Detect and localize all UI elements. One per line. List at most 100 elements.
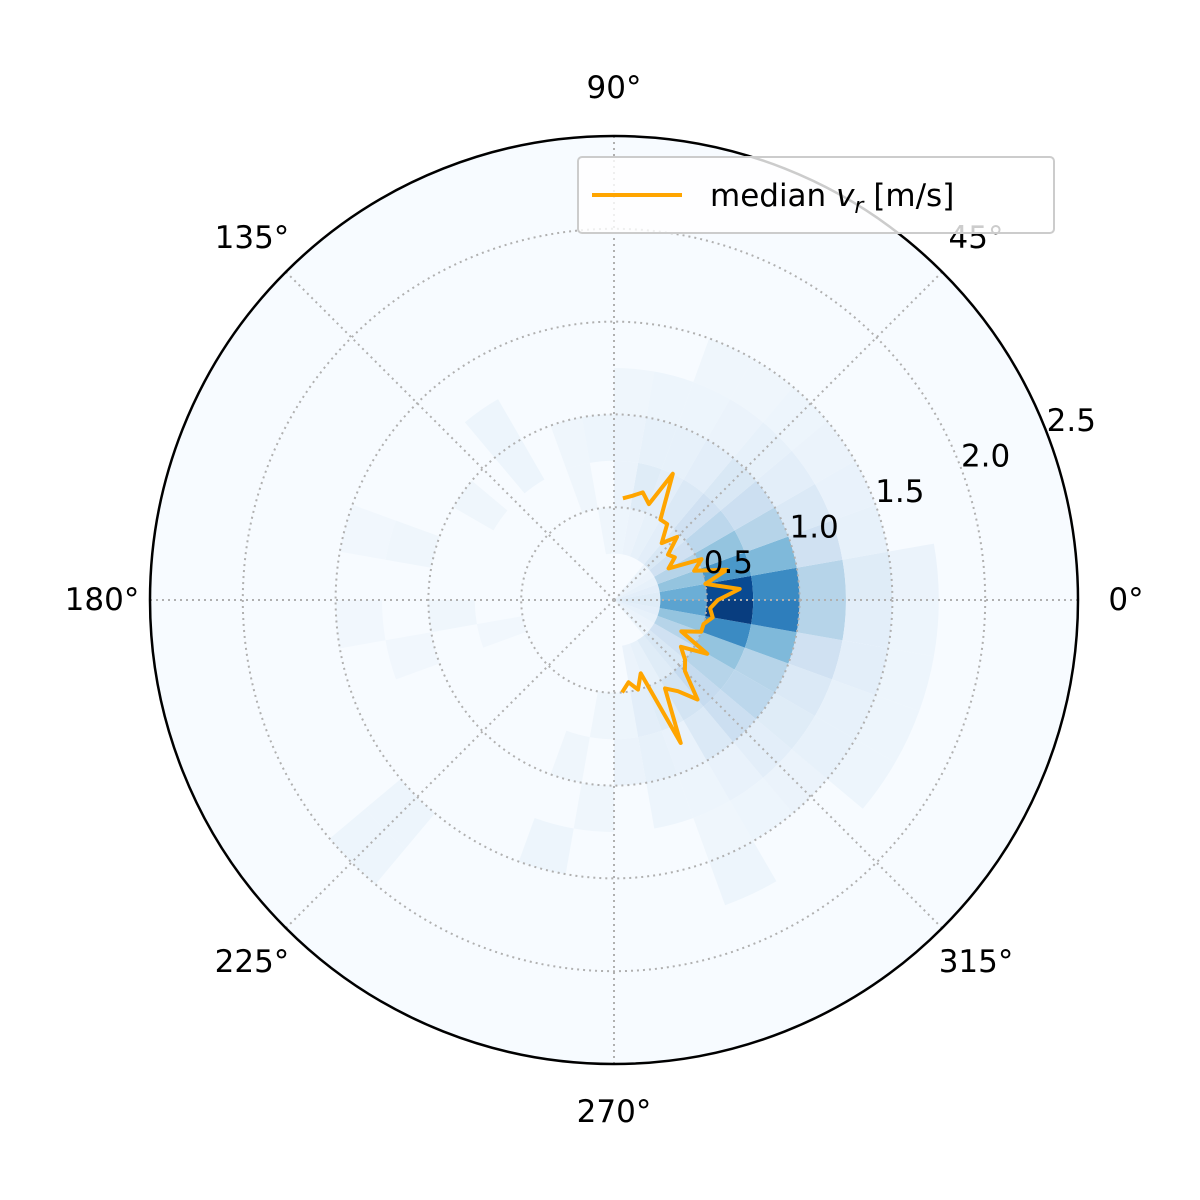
histogram-bin (875, 648, 934, 712)
histogram-bin (550, 417, 590, 470)
histogram-bin (659, 583, 707, 600)
histogram-bin (677, 760, 730, 819)
histogram-bin (494, 439, 545, 494)
histogram-bin (791, 421, 856, 484)
legend-label-var: v (836, 178, 855, 214)
angular-tick-label: 315° (939, 944, 1014, 980)
histogram-bin (734, 507, 789, 553)
angular-tick-label: 135° (215, 220, 290, 256)
histogram-bin (685, 510, 735, 554)
histogram-bin (614, 691, 639, 740)
histogram-bin (646, 774, 694, 829)
histogram-bin (659, 600, 707, 617)
series-line-median (620, 471, 742, 745)
histogram-bin (661, 425, 707, 480)
angular-tick-label: 270° (577, 1094, 652, 1130)
histogram-bin (566, 462, 598, 513)
histogram-bin (744, 536, 797, 576)
histogram-bin (629, 640, 661, 688)
histogram-bin (614, 507, 631, 555)
histogram-bin (788, 632, 843, 680)
histogram-bin (774, 663, 833, 716)
histogram-bin (657, 568, 706, 592)
histogram-bin (581, 414, 614, 463)
histogram-bin (694, 631, 745, 670)
histogram-bin (685, 646, 735, 690)
histogram-bin (756, 692, 815, 750)
histogram-bin (476, 616, 527, 648)
histogram-bin (629, 512, 661, 560)
angular-tick-labels: 0°45°90°135°180°225°270°315° (65, 70, 1144, 1130)
histogram-bin (646, 371, 694, 426)
polar-gridlines (148, 134, 1080, 1066)
histogram-bin (855, 695, 920, 763)
histogram-bin (453, 480, 508, 531)
plot-outline (148, 134, 1080, 1066)
histogram-bin (661, 720, 707, 775)
legend: median vr [m/s] (577, 156, 1055, 234)
radial-gridline (241, 227, 987, 973)
histogram-bin (614, 591, 661, 600)
histogram-bin (638, 730, 678, 783)
histogram-bin (614, 600, 660, 616)
histogram-bin (720, 669, 775, 720)
histogram-bin (339, 504, 396, 560)
histogram-bin (677, 381, 730, 440)
histogram-bin (660, 671, 704, 721)
histogram-bin (630, 687, 662, 738)
histogram-bin (706, 399, 764, 458)
histogram-bin (385, 520, 440, 568)
histogram-bin (518, 818, 574, 875)
histogram-bin (614, 368, 655, 418)
histogram-bin (589, 691, 614, 740)
radial-tick-labels: 0.5 1.0 1.5 2.0 2.5 (704, 403, 1096, 581)
histogram-bin (763, 386, 828, 451)
histogram-bin (637, 635, 674, 681)
histogram-bin (673, 493, 721, 541)
histogram-bin (814, 460, 876, 521)
histogram-bin (832, 504, 889, 560)
histogram-bin (693, 800, 754, 862)
histogram-bin (827, 739, 896, 809)
histogram-bin (796, 559, 846, 600)
legend-label-sub: r (854, 194, 865, 219)
angular-tick-label: 90° (587, 70, 642, 106)
median-series (620, 471, 742, 745)
histogram-bin (385, 632, 440, 680)
histogram-bin (428, 600, 477, 633)
histogram-bin (842, 600, 893, 649)
radial-tick-label: 2.5 (1047, 403, 1096, 439)
legend-label-text: median (710, 178, 836, 214)
histogram-bin (796, 600, 846, 641)
histogram-bin (614, 576, 658, 600)
histogram-bin (888, 600, 939, 657)
radial-gridline (427, 413, 801, 787)
legend-box (577, 156, 1055, 234)
histogram-bin (630, 462, 662, 513)
histogram-bin (683, 439, 734, 494)
histogram-bin (706, 742, 764, 801)
histogram-bin (614, 584, 660, 600)
histogram-bin (597, 507, 614, 555)
histogram-bin (614, 570, 655, 600)
histogram-bin (763, 749, 828, 814)
histogram-bin (622, 508, 646, 557)
histogram-bin (573, 782, 614, 832)
histogram-bin (614, 600, 658, 624)
histogram-bin (701, 616, 752, 648)
histogram-bin (756, 450, 815, 508)
histogram-bin (335, 600, 386, 649)
histogram-bin (638, 417, 678, 470)
radial-tick-label: 2.0 (961, 438, 1010, 474)
histogram-bin (614, 600, 655, 630)
histogram-bin (751, 567, 800, 600)
histogram-bin (832, 640, 889, 696)
histogram-bin (550, 730, 590, 783)
histogram-bin (709, 841, 777, 906)
histogram-bin (693, 338, 754, 400)
histogram-bin (705, 600, 754, 625)
histogram-bin (744, 624, 797, 664)
histogram-bin (888, 543, 939, 600)
radial-tick-label: 1.0 (789, 509, 838, 545)
